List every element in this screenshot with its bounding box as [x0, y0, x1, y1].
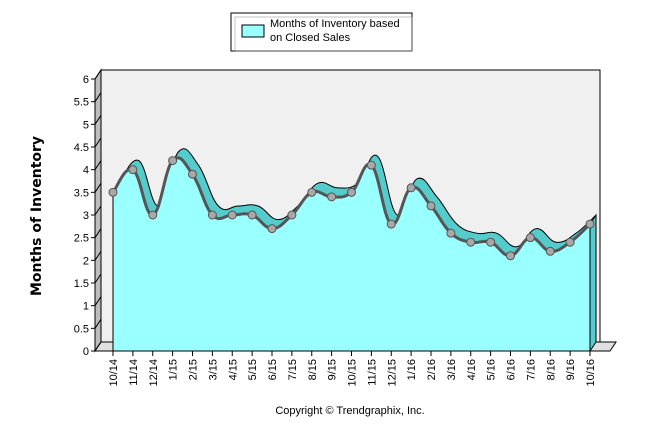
x-tick-label: 6/16: [506, 359, 518, 380]
data-point: [267, 224, 277, 234]
data-point: [446, 228, 456, 238]
x-tick-label: 1/15: [168, 359, 180, 380]
y-tick-label: 3.5: [74, 187, 89, 199]
data-point: [227, 210, 237, 220]
x-tick-label: 8/15: [307, 359, 319, 380]
data-point: [406, 183, 416, 193]
data-point: [366, 160, 376, 170]
data-point: [525, 233, 535, 243]
y-tick-label: 0.5: [74, 323, 89, 335]
area-end-face: [589, 213, 597, 353]
y-tick-label: 3: [83, 210, 89, 222]
x-tick-label: 3/15: [207, 359, 219, 380]
x-tick-label: 3/16: [446, 359, 458, 380]
x-tick-label: 7/16: [525, 359, 537, 380]
x-tick-label: 12/15: [386, 359, 398, 387]
data-point: [545, 246, 555, 256]
legend-label-line1: Months of Inventory based: [270, 18, 400, 30]
data-point: [486, 237, 496, 247]
y-axis: 0 0.5 1 1.5 2 2.5 3 3.5 4 4.5 5 5.5 6: [74, 69, 102, 358]
y-tick-label: 6: [83, 74, 89, 86]
data-point: [188, 169, 197, 179]
data-point: [565, 237, 575, 247]
x-tick-label: 4/15: [227, 359, 239, 380]
y-tick-label: 4: [83, 165, 89, 177]
data-point: [386, 219, 396, 229]
copyright-text: Copyright © Trendgraphix, Inc.: [275, 405, 424, 417]
legend-label-line2: on Closed Sales: [270, 32, 351, 44]
plot-area: [108, 148, 597, 353]
x-tick-label: 10/16: [585, 359, 597, 387]
x-tick-label: 11/14: [128, 359, 140, 386]
x-tick-label: 2/15: [188, 359, 200, 380]
y-tick-label: 5.5: [74, 97, 89, 109]
data-point: [207, 210, 217, 220]
data-point: [108, 187, 118, 197]
data-point: [327, 192, 337, 202]
legend: Months of Inventory based on Closed Sale…: [230, 12, 413, 52]
x-tick-label: 12/14: [148, 359, 160, 387]
data-point: [585, 219, 595, 229]
x-tick-label: 5/15: [247, 359, 259, 380]
y-tick-label: 1: [83, 301, 89, 313]
data-point: [168, 156, 178, 166]
data-point: [128, 165, 138, 175]
data-point: [148, 210, 158, 220]
x-tick-label: 10/15: [347, 359, 359, 387]
data-point: [307, 187, 317, 197]
data-point: [426, 201, 436, 211]
x-tick-label: 1/16: [406, 359, 418, 380]
x-tick-label: 11/15: [366, 359, 378, 386]
y-tick-label: 1.5: [74, 278, 89, 290]
x-tick-label: 2/16: [426, 359, 438, 380]
x-tick-label: 6/15: [267, 359, 279, 380]
x-tick-label: 9/16: [565, 359, 577, 380]
y-tick-label: 5: [83, 119, 89, 131]
y-tick-label: 2: [83, 255, 89, 267]
data-point: [247, 210, 257, 220]
data-point: [287, 210, 297, 220]
x-tick-label: 8/16: [545, 359, 557, 380]
x-tick-label: 9/15: [327, 359, 339, 380]
x-tick-label: 7/15: [287, 359, 299, 380]
x-axis: 10/14 11/14 12/14 1/15 2/15 3/15 4/15 5/15 6/15 7…: [108, 351, 597, 387]
data-point: [506, 251, 515, 261]
y-tick-label: 2.5: [74, 233, 89, 245]
data-point: [466, 237, 476, 247]
legend-swatch: [241, 24, 265, 38]
x-tick-label: 10/14: [108, 359, 120, 387]
x-tick-label: 4/16: [466, 359, 478, 380]
data-point: [347, 187, 356, 197]
y-tick-label: 4.5: [74, 142, 89, 154]
y-axis-title: Months of Inventory: [29, 136, 45, 296]
y-tick-label: 0: [83, 346, 89, 358]
x-tick-label: 5/16: [486, 359, 498, 380]
